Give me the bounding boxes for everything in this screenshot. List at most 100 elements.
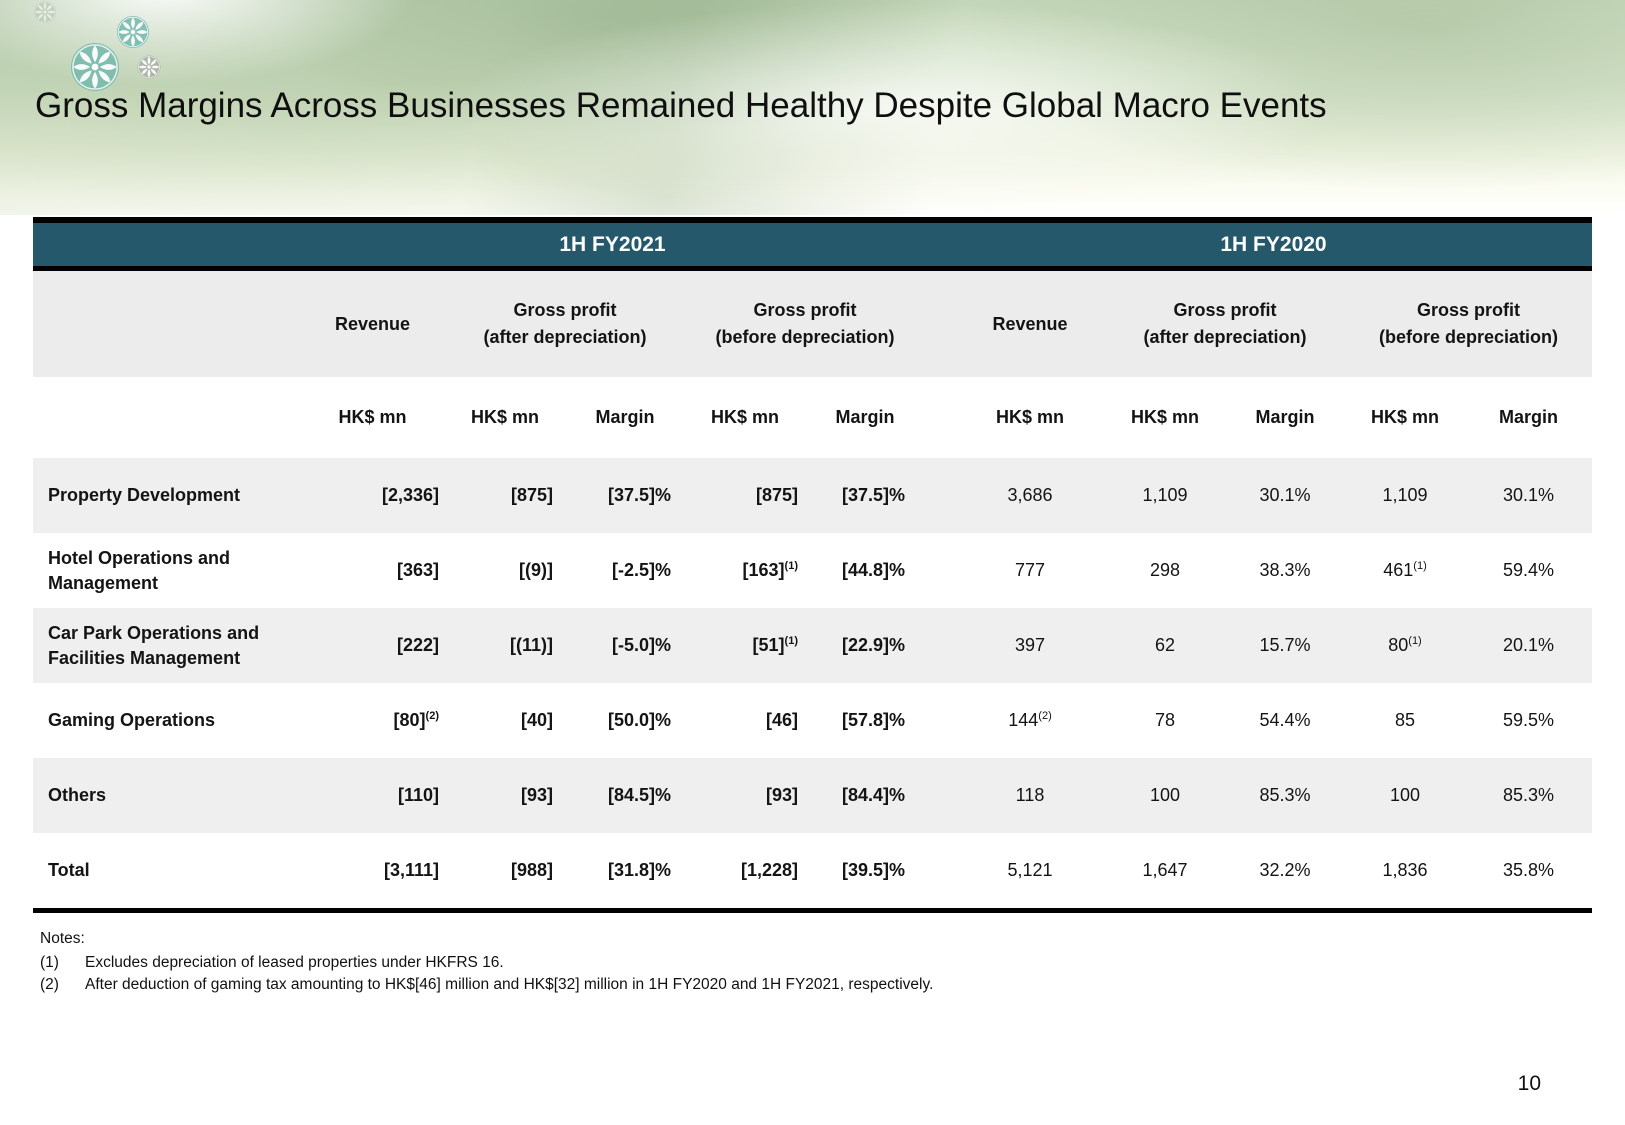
value-cell: 777 xyxy=(1014,560,1046,580)
value-cell: 80(1) xyxy=(1388,635,1422,655)
value-cell: 85 xyxy=(1394,710,1416,730)
footnote-text: After deduction of gaming tax amounting … xyxy=(85,976,934,993)
table-row: Gaming Operations [80](2) [40] [50.0]% [46] [… xyxy=(33,683,1592,758)
header-line: Gross profit xyxy=(753,300,857,320)
table-body: Property Development [2,336] [875] [37.5]% [… xyxy=(33,458,1592,908)
table-row: Property Development [2,336] [875] [37.5]% [… xyxy=(33,458,1592,533)
value-cell: [363] xyxy=(396,560,439,580)
period-header-1h-fy2021: 1H FY2021 xyxy=(559,233,666,256)
value-cell: 100 xyxy=(1149,785,1181,805)
row-label: Others xyxy=(48,785,107,805)
value-cell: [51](1) xyxy=(752,635,798,655)
header-line: (after depreciation) xyxy=(1143,327,1307,347)
unit-margin: Margin xyxy=(595,407,655,427)
value-cell: 1,109 xyxy=(1382,485,1428,505)
unit-hkd-mn: HK$ mn xyxy=(470,407,539,427)
footnote-2: (2) After deduction of gaming tax amount… xyxy=(40,974,933,996)
value-cell: 1,836 xyxy=(1382,860,1428,880)
value-cell: 100 xyxy=(1389,785,1421,805)
unit-margin: Margin xyxy=(1498,407,1558,427)
header-line: Gross profit xyxy=(1173,300,1277,320)
value-cell: [84.4]% xyxy=(841,785,905,805)
footnote-reference: (1) xyxy=(1413,560,1427,572)
header-gross-profit-after-fy2021: Gross profit (after depreciation) xyxy=(445,297,685,351)
value-cell: 298 xyxy=(1149,560,1181,580)
table-row: Others [110] [93] [84.5]% [93] [84.4]% 118 100 8… xyxy=(33,758,1592,833)
value-cell: 397 xyxy=(1014,635,1046,655)
value-cell: 85.3% xyxy=(1502,785,1555,805)
footnote-reference: (1) xyxy=(1408,635,1422,647)
value-cell: [84.5]% xyxy=(607,785,671,805)
value-cell: [988] xyxy=(510,860,553,880)
footnote-reference: (1) xyxy=(784,635,798,647)
table-bottom-border xyxy=(33,908,1592,913)
value-cell: [50.0]% xyxy=(607,710,671,730)
header-line: Gross profit xyxy=(1416,300,1520,320)
value-cell: 59.4% xyxy=(1502,560,1555,580)
row-label: Hotel Operations and Management xyxy=(48,547,231,593)
value-cell: [93] xyxy=(765,785,798,805)
value-cell: 20.1% xyxy=(1502,635,1555,655)
footnote-reference: (1) xyxy=(784,560,798,572)
value-cell: [163](1) xyxy=(742,560,798,580)
unit-margin: Margin xyxy=(835,407,895,427)
value-cell: [222] xyxy=(396,635,439,655)
footnote-marker: (2) xyxy=(40,976,59,993)
row-label: Car Park Operations and Facilities Manag… xyxy=(48,622,260,668)
header-gross-profit-before-fy2021: Gross profit (before depreciation) xyxy=(685,297,925,351)
header-line: Gross profit xyxy=(513,300,617,320)
value-cell: 38.3% xyxy=(1259,560,1311,580)
value-cell: [46] xyxy=(765,710,798,730)
value-cell: 62 xyxy=(1154,635,1176,655)
slide-title: Gross Margins Across Businesses Remained… xyxy=(35,86,1327,125)
value-cell: [(9)] xyxy=(519,560,553,580)
unit-hkd-mn: HK$ mn xyxy=(995,407,1064,427)
period-header-band: 1H FY2021 1H FY2020 xyxy=(33,223,1592,266)
value-cell: [3,111] xyxy=(383,860,439,880)
row-label: Property Development xyxy=(48,485,241,505)
unit-header-row: HK$ mn HK$ mn Margin HK$ mn Margin HK$ m… xyxy=(33,377,1592,458)
value-cell: [31.8]% xyxy=(607,860,671,880)
value-cell: [2,336] xyxy=(381,485,439,505)
unit-hkd-mn: HK$ mn xyxy=(1130,407,1199,427)
unit-hkd-mn: HK$ mn xyxy=(1370,407,1439,427)
value-cell: 54.4% xyxy=(1259,710,1311,730)
period-header-1h-fy2020: 1H FY2020 xyxy=(1220,233,1327,256)
page-number: 10 xyxy=(1517,1072,1541,1095)
value-cell: 118 xyxy=(1015,785,1045,805)
value-cell: [875] xyxy=(755,485,798,505)
value-cell: [44.8]% xyxy=(841,560,905,580)
value-cell: [93] xyxy=(520,785,553,805)
band-divider xyxy=(33,266,1592,271)
value-cell: [37.5]% xyxy=(607,485,671,505)
gross-margins-table: 1H FY2021 1H FY2020 Revenue Gross profit… xyxy=(33,217,1592,913)
row-label: Total xyxy=(48,860,90,880)
header-gross-profit-after-fy2020: Gross profit (after depreciation) xyxy=(1105,297,1345,351)
row-label: Gaming Operations xyxy=(48,710,216,730)
footnotes: Notes: (1) Excludes depreciation of leas… xyxy=(40,930,933,996)
table-row: Hotel Operations and Management [363] [(9)… xyxy=(33,533,1592,608)
value-cell: 59.5% xyxy=(1502,710,1555,730)
header-gross-profit-before-fy2020: Gross profit (before depreciation) xyxy=(1345,297,1592,351)
value-cell: [22.9]% xyxy=(841,635,905,655)
header-revenue-fy2020: Revenue xyxy=(992,313,1068,334)
value-cell: [1,228] xyxy=(740,860,798,880)
table-row: Car Park Operations and Facilities Manag… xyxy=(33,608,1592,683)
value-cell: 15.7% xyxy=(1259,635,1311,655)
table-row: Total [3,111] [988] [31.8]% [1,228] [39.5]% 5,… xyxy=(33,833,1592,908)
value-cell: 144(2) xyxy=(1008,710,1052,730)
table-top-border xyxy=(33,217,1592,223)
value-cell: 32.2% xyxy=(1259,860,1311,880)
header-line: (after depreciation) xyxy=(483,327,647,347)
footnote-reference: (2) xyxy=(1038,710,1052,722)
value-cell: [40] xyxy=(520,710,553,730)
header-line: (before depreciation) xyxy=(715,327,895,347)
footnote-1: (1) Excludes depreciation of leased prop… xyxy=(40,952,933,974)
value-cell: [37.5]% xyxy=(841,485,905,505)
footnote-reference: (2) xyxy=(425,710,439,722)
value-cell: 1,647 xyxy=(1142,860,1188,880)
value-cell: [-2.5]% xyxy=(611,560,671,580)
header-revenue-fy2021: Revenue xyxy=(334,313,411,334)
value-cell: [80](2) xyxy=(393,710,439,730)
